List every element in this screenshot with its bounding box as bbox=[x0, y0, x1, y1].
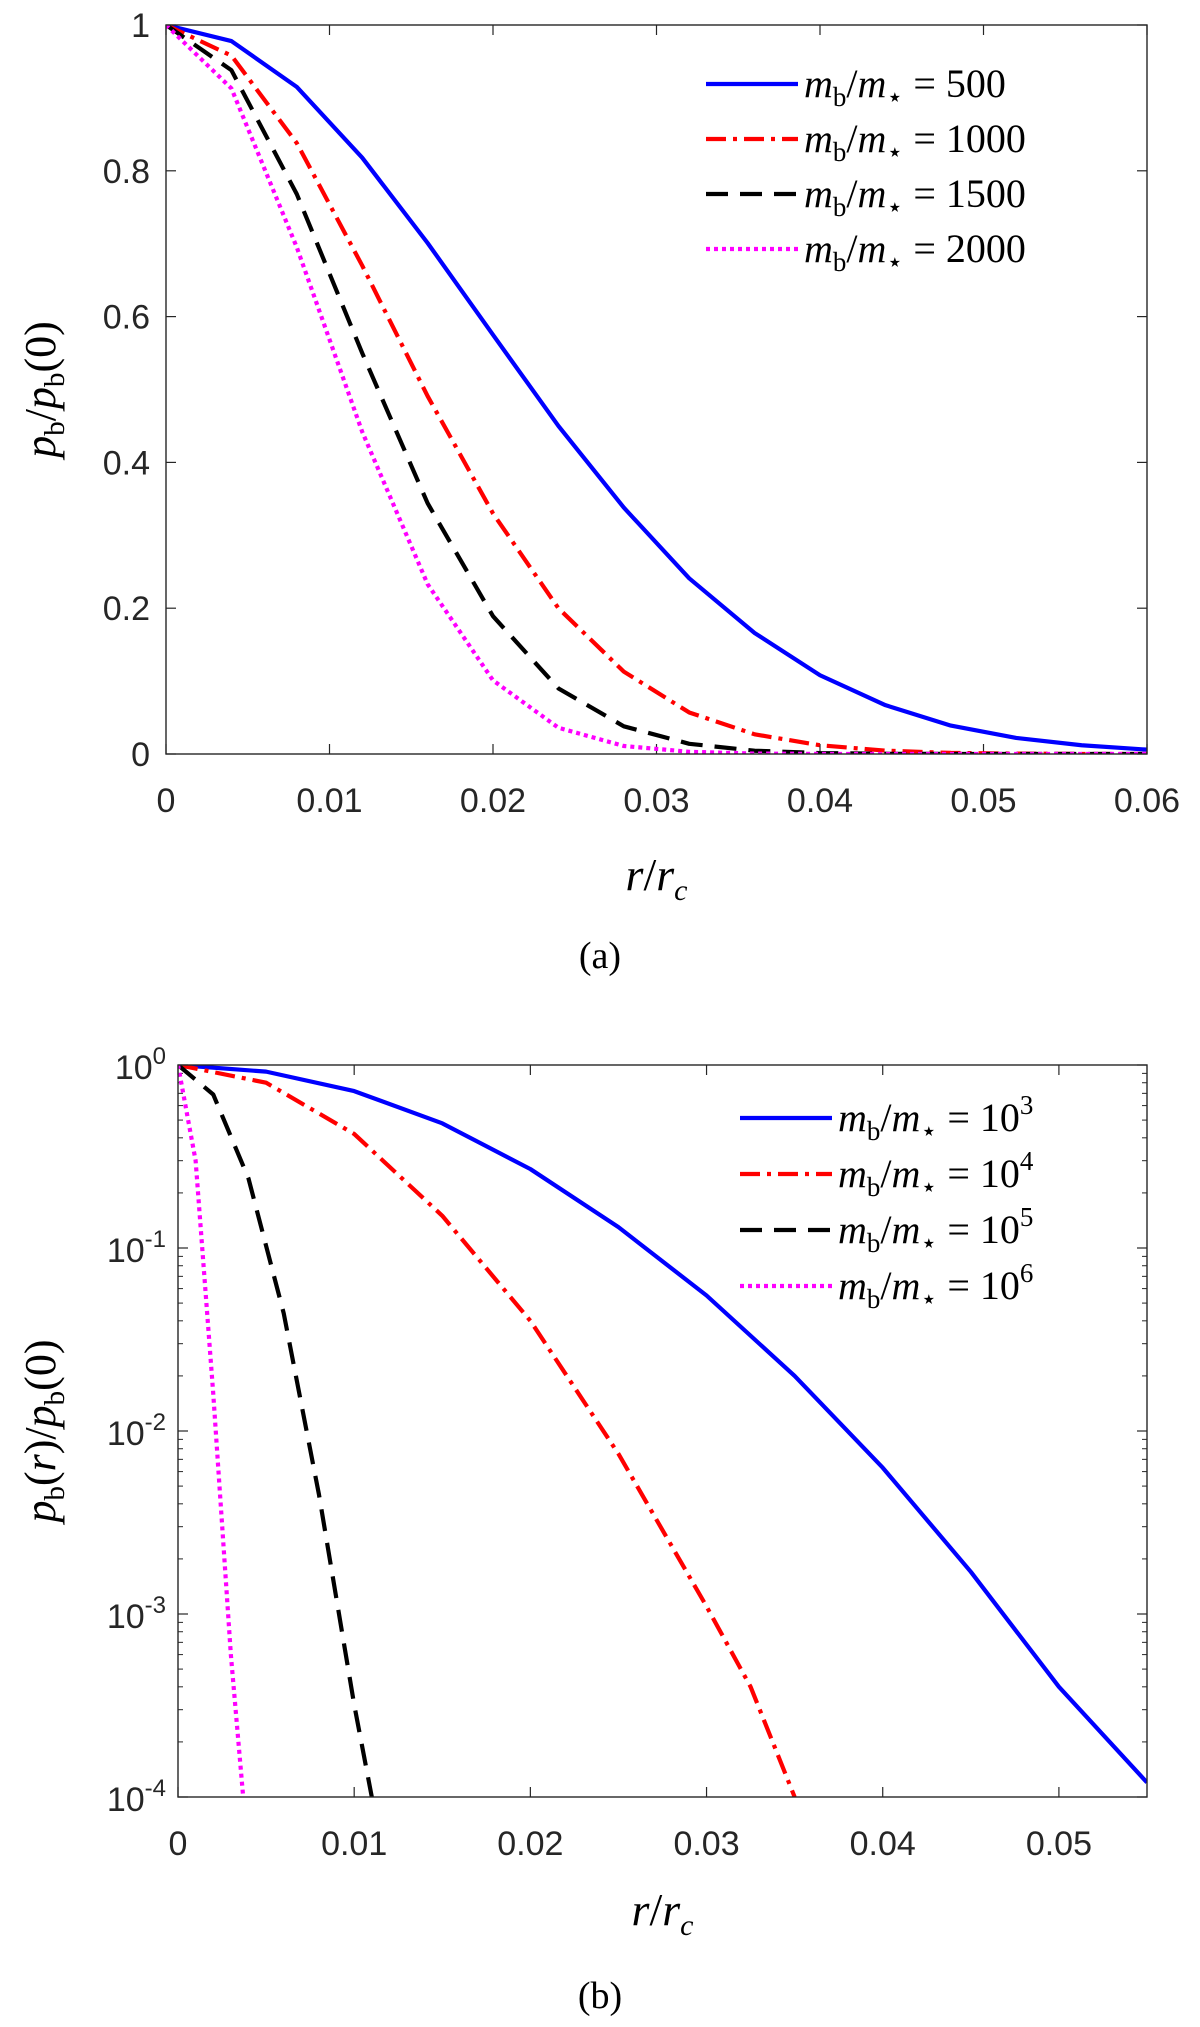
x-tick-label: 0 bbox=[169, 1825, 188, 1863]
x-tick-label: 0.03 bbox=[623, 782, 689, 820]
x-tick-label: 0.02 bbox=[460, 782, 526, 820]
chart-panel-a: 0 0.01 0.02 0.03 0.04 0.05 0.06 0 0.2 0.4 0.6 0.8 1 m… bbox=[16, 7, 1180, 977]
panel-caption: (b) bbox=[578, 1975, 622, 2017]
y-tick-label: 100 bbox=[115, 1043, 166, 1087]
x-tick-label: 0.02 bbox=[497, 1825, 563, 1863]
plot-area bbox=[166, 25, 1147, 754]
series-line-1 bbox=[178, 1065, 1147, 1784]
chart-panel-b: 0 0.01 0.02 0.03 0.04 0.05 100 10-1 10-2 10-3 10-4… bbox=[16, 1043, 1148, 2017]
x-tick-label: 0.06 bbox=[1114, 782, 1180, 820]
legend-label-3: mb/m⋆ = 105 bbox=[838, 1202, 1033, 1258]
x-tick-label: 0.05 bbox=[1026, 1825, 1092, 1863]
x-tick-label: 0.01 bbox=[296, 782, 362, 820]
panel-caption: (a) bbox=[579, 935, 621, 977]
legend-label-1: mb/m⋆ = 500 bbox=[804, 61, 1006, 112]
x-tick-label: 0 bbox=[157, 782, 176, 820]
x-tick-label: 0.01 bbox=[321, 1825, 387, 1863]
axes-box bbox=[165, 24, 1148, 755]
series-line-4 bbox=[166, 25, 1147, 754]
y-tick-label: 10-4 bbox=[107, 1775, 166, 1819]
y-tick-label: 0.4 bbox=[103, 444, 150, 482]
x-tick-label: 0.04 bbox=[787, 782, 853, 820]
x-tick-label: 0.03 bbox=[673, 1825, 739, 1863]
y-tick-label: 10-3 bbox=[107, 1592, 166, 1636]
axes-box bbox=[177, 1064, 1148, 1798]
legend-label-4: mb/m⋆ = 106 bbox=[838, 1258, 1033, 1314]
y-tick-label: 0.6 bbox=[103, 299, 150, 337]
series-line-4 bbox=[178, 1065, 246, 1797]
series-line-3 bbox=[166, 25, 1147, 754]
y-tick-label: 1 bbox=[131, 7, 150, 45]
series-line-2 bbox=[178, 1065, 797, 1797]
y-axis-label: pb(r)/pb(0) bbox=[16, 1340, 71, 1526]
x-axis-label: r/rc bbox=[632, 1884, 694, 1942]
y-tick-label: 10-2 bbox=[107, 1409, 166, 1453]
legend-label-3: mb/m⋆ = 1500 bbox=[804, 171, 1026, 222]
series-line-3 bbox=[178, 1065, 374, 1797]
legend-label-4: mb/m⋆ = 2000 bbox=[804, 226, 1026, 277]
x-tick-label: 0.05 bbox=[950, 782, 1016, 820]
series-line-1 bbox=[166, 25, 1147, 752]
x-axis-label: r/rc bbox=[626, 849, 688, 907]
legend-label-1: mb/m⋆ = 103 bbox=[838, 1090, 1033, 1146]
y-tick-label: 10-1 bbox=[107, 1226, 166, 1270]
y-tick-label: 0.8 bbox=[103, 153, 150, 191]
x-tick-label: 0.04 bbox=[850, 1825, 916, 1863]
y-axis-label: pb/pb(0) bbox=[16, 321, 71, 461]
y-tick-label: 0.2 bbox=[103, 590, 150, 628]
legend-label-2: mb/m⋆ = 1000 bbox=[804, 116, 1026, 167]
y-tick-label: 0 bbox=[131, 736, 150, 774]
legend-label-2: mb/m⋆ = 104 bbox=[838, 1146, 1034, 1202]
plot-area bbox=[178, 1065, 1147, 1797]
